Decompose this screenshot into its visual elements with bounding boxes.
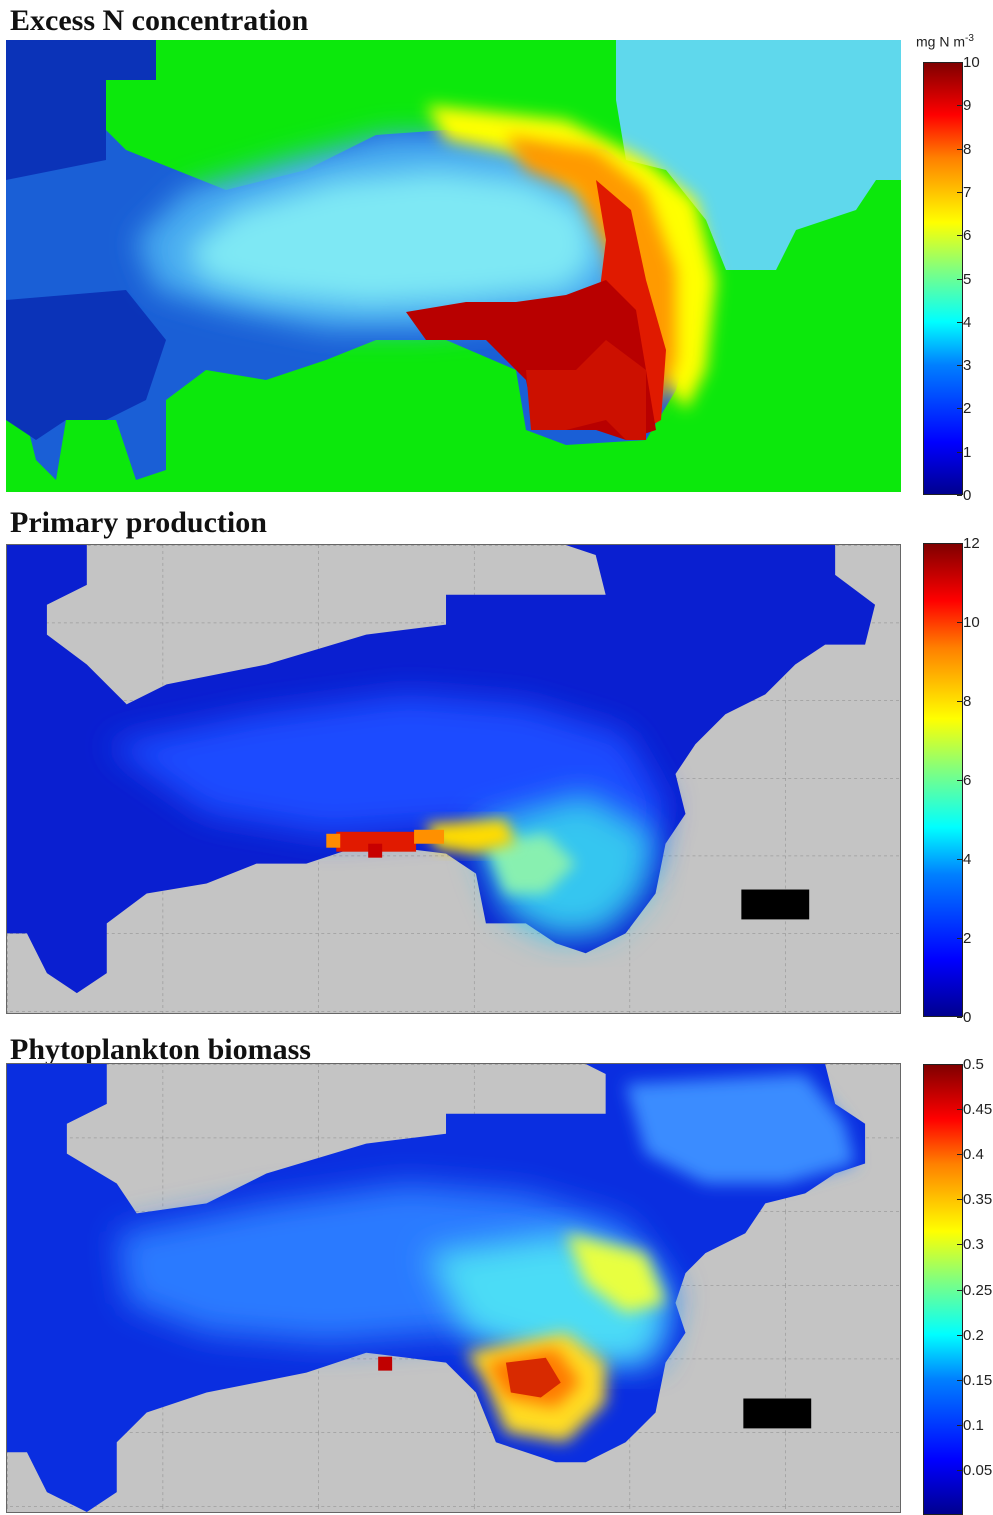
- panel3-title: Phytoplankton biomass: [10, 1033, 311, 1066]
- colorbar-1: [923, 62, 963, 495]
- colorbar-tick-label: 8: [956, 140, 972, 158]
- colorbar-tick-label: 0.15: [956, 1371, 993, 1389]
- colorbar-tick-label: 12: [957, 535, 980, 552]
- colorbar-tick-label: 0: [956, 487, 972, 504]
- colorbar-tick-label: 7: [956, 183, 972, 201]
- colorbar-tick-label: 4: [956, 313, 972, 331]
- colorbar-unit: mg N m-3: [916, 33, 974, 50]
- hotspot: [505, 1357, 561, 1398]
- colorbar-tick-label: 0.3: [957, 1236, 984, 1254]
- colorbar-tick-label: 4: [956, 851, 972, 868]
- colorbar-tick-label: 8: [956, 693, 972, 710]
- colorbar-tick-label: 0.5: [957, 1056, 984, 1073]
- colorbar-tick-label: 1: [956, 443, 972, 461]
- colorbar-2: [923, 543, 963, 1017]
- front-yellow: [426, 105, 716, 410]
- colorbar-tick-label: 0.25: [956, 1281, 993, 1299]
- colorbar-tick-label: 0: [956, 1009, 972, 1026]
- panel1-title: Excess N concentration: [10, 4, 309, 37]
- colorbar-tick-label: 0.2: [957, 1326, 984, 1344]
- colorbar-tick-label: 3: [956, 357, 972, 375]
- primary-production-map: [6, 544, 901, 1014]
- colorbar-tick-label: 10: [957, 614, 980, 631]
- colorbar-tick-label: 10: [957, 54, 980, 71]
- colorbar-tick-label: 6: [956, 772, 972, 789]
- colorbar-tick-label: 0.35: [956, 1191, 993, 1209]
- colorbar-tick-label: 5: [956, 270, 972, 288]
- hotspot: [336, 831, 417, 852]
- excess-n-map: [6, 40, 901, 492]
- colorbar-tick-label: 0.1: [957, 1416, 984, 1434]
- colorbar-tick-label: 6: [956, 227, 972, 245]
- colorbar-3: [923, 1064, 963, 1515]
- east-basin: [616, 40, 901, 270]
- colorbar-tick-label: 0.4: [957, 1146, 984, 1164]
- colorbar-tick-label: 9: [956, 97, 972, 115]
- colorbar-tick-label: 0.45: [956, 1101, 993, 1119]
- phytoplankton-biomass-map: [6, 1063, 901, 1513]
- colorbar-tick-label: 0.05: [956, 1461, 993, 1479]
- panel2-title: Primary production: [10, 506, 267, 539]
- colorbar-tick-label: 2: [956, 400, 972, 418]
- sea-deep: [6, 40, 156, 180]
- colorbar-tick-label: 2: [956, 930, 972, 947]
- scale-marker: [741, 889, 810, 920]
- scale-marker: [743, 1398, 812, 1429]
